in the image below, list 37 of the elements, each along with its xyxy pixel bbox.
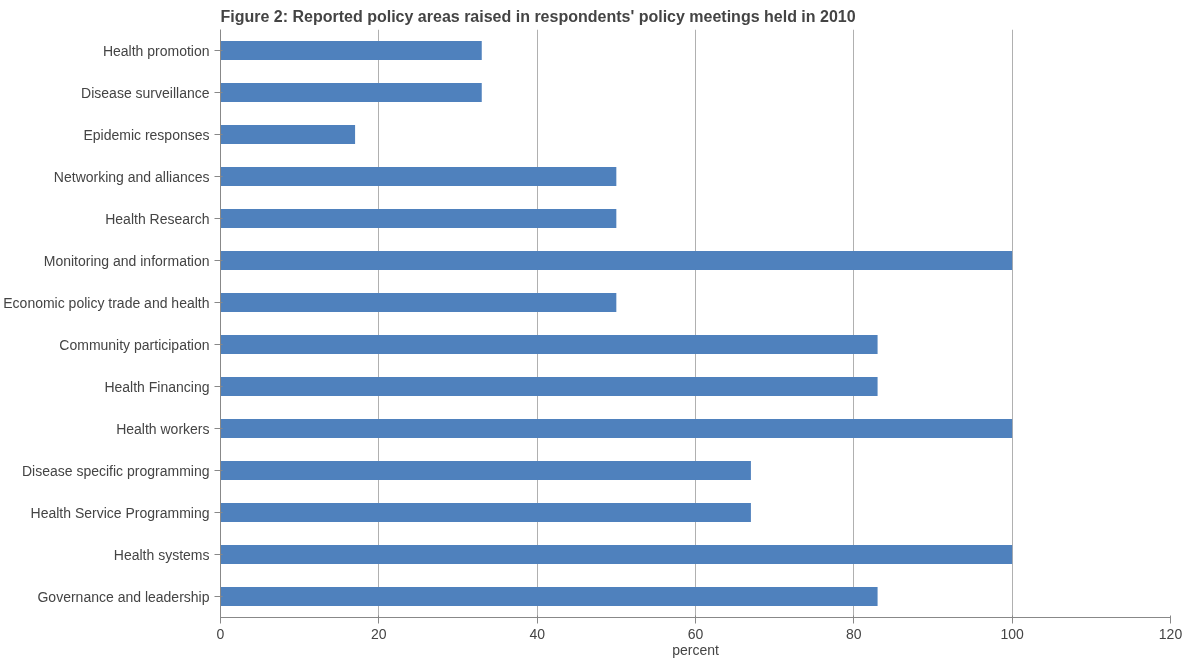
chart-title: Figure 2: Reported policy areas raised in respondents' policy meetings held in 2010 [220,7,856,25]
bar [220,41,482,60]
y-tick-label: Health Financing [104,378,210,395]
x-tick-label: 100 [1000,625,1025,642]
bar [220,335,878,354]
y-tick-label: Health workers [116,420,210,437]
bar [220,209,617,228]
bar [220,167,617,186]
bar [220,587,878,606]
bar [220,293,617,312]
x-tick-label: 60 [687,625,704,642]
y-tick-label: Governance and leadership [37,588,210,605]
y-tick-label: Disease specific programming [21,462,210,479]
bar [220,461,751,480]
y-tick-label: Health promotion [102,42,210,59]
x-tick-label: 80 [846,625,862,642]
y-tick-label: Disease surveillance [81,84,210,101]
y-tick-label: Community participation [59,336,210,353]
bar [220,545,1013,564]
x-tick-label: 40 [529,625,546,642]
y-tick-label: Networking and alliances [53,168,210,185]
bar [220,377,878,396]
y-tick-label: Monitoring and information [43,252,210,269]
x-tick-label: 0 [216,625,225,642]
bar [220,419,1013,438]
bar [220,251,1013,270]
x-tick-label: 120 [1158,625,1183,642]
y-tick-label: Health Service Programming [30,504,210,521]
bar [220,125,356,144]
y-tick-label: Epidemic responses [83,126,210,143]
x-axis-title: percent [672,641,719,658]
y-tick-label: Health systems [113,546,210,563]
y-tick-label: Economic policy trade and health [3,294,210,311]
bar [220,83,482,102]
x-tick-label: 20 [371,625,387,642]
y-tick-label: Health Research [105,210,210,227]
bar [220,503,751,522]
